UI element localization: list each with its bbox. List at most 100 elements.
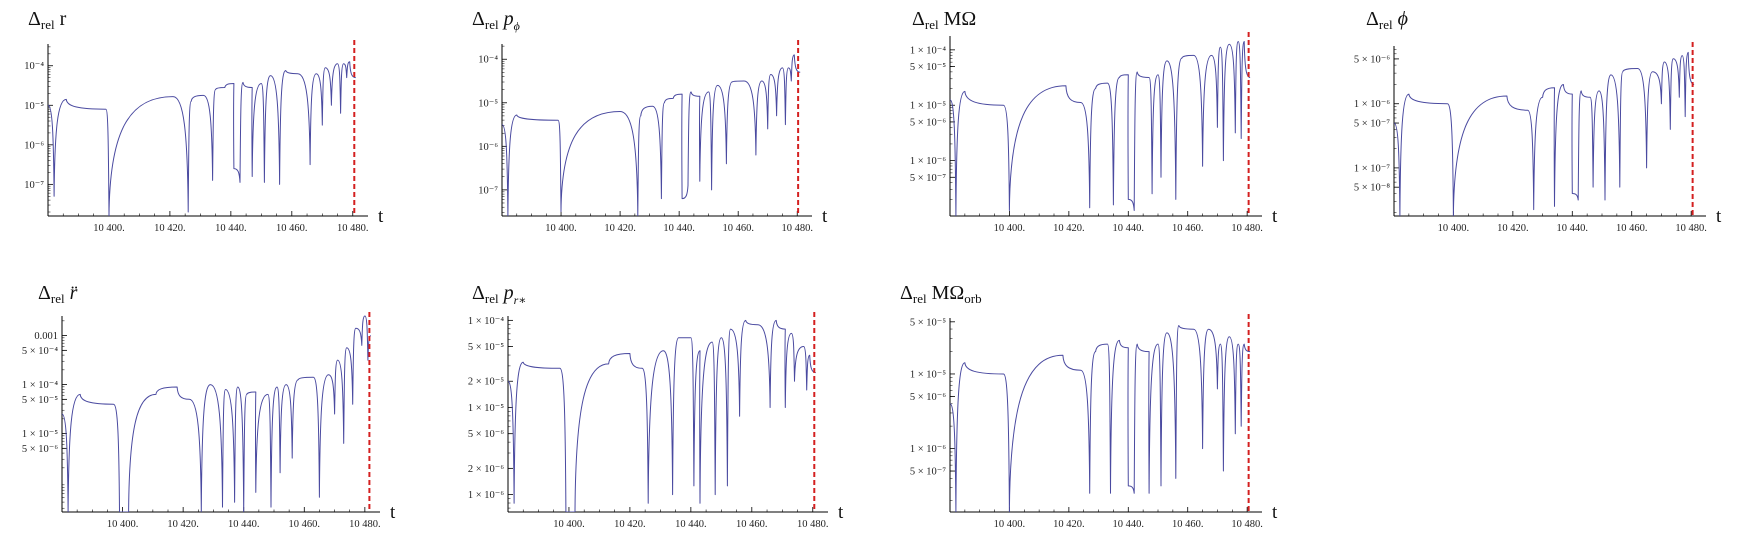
chart-MOmega-orb-xtick-label: 10 480.	[1231, 519, 1263, 530]
chart-MOmega-ytick-label: 5 × 10⁻⁵	[910, 62, 946, 73]
chart-r-title-main: r	[54, 8, 67, 30]
chart-p-rstar-xtick-label: 10 440.	[675, 519, 707, 530]
chart-phi-xtick-label: 10 460.	[1616, 223, 1648, 234]
chart-p-phi-xtick-label: 10 440.	[663, 223, 695, 234]
chart-MOmega-ytick-label: 5 × 10⁻⁷	[910, 173, 946, 184]
chart-phi-ytick-label: 5 × 10⁻⁷	[1354, 119, 1390, 130]
chart-r: 10 400. 10 420. 10 440. 10 460. 10 480. t 10⁻⁴…	[24, 40, 384, 234]
chart-rddot-xtick-label: 10 420.	[167, 519, 199, 530]
chart-p-rstar-x-label: t	[838, 502, 844, 523]
chart-phi-xtick-label: 10 480.	[1675, 223, 1707, 234]
chart-phi-x-label: t	[1716, 206, 1722, 227]
chart-p-phi-xtick-label: 10 400.	[545, 223, 577, 234]
chart-phi-xtick-label: 10 400.	[1438, 223, 1470, 234]
chart-MOmega-ytick-label: 1 × 10⁻⁵	[910, 101, 946, 112]
chart-p-phi-series-line	[502, 54, 801, 216]
chart-MOmega-orb-xtick-label: 10 400.	[994, 519, 1026, 530]
chart-MOmega-orb-title-delta: Δ	[900, 282, 913, 304]
chart-p-phi-title: Δrel pϕ	[472, 8, 520, 34]
chart-MOmega-title-delta: Δ	[912, 8, 925, 30]
chart-r-xtick-label: 10 440.	[215, 223, 247, 234]
chart-p-rstar-ytick-label: 1 × 10⁻⁵	[468, 403, 504, 414]
chart-rddot-ytick-label: 1 × 10⁻⁴	[22, 380, 58, 391]
chart-rddot-title-delta: Δ	[38, 282, 51, 304]
chart-p-rstar-title-main: p	[498, 282, 514, 304]
chart-MOmega-orb-ytick-label: 1 × 10⁻⁶	[910, 444, 946, 455]
chart-p-rstar-ytick-label: 1 × 10⁻⁴	[468, 316, 504, 327]
chart-r-title: Δrel r	[28, 8, 66, 33]
chart-p-phi-ytick-label: 10⁻⁵	[478, 98, 498, 109]
chart-rddot-ytick-label: 1 × 10⁻⁵	[22, 429, 58, 440]
chart-MOmega-xtick-label: 10 420.	[1053, 223, 1085, 234]
chart-rddot-xtick-label: 10 480.	[349, 519, 381, 530]
chart-MOmega-orb-title-sub: rel	[912, 291, 927, 306]
chart-MOmega-series-line	[950, 41, 1251, 216]
chart-phi-ytick-label: 1 × 10⁻⁷	[1354, 163, 1390, 174]
chart-MOmega-title-sub: rel	[924, 17, 939, 32]
chart-p-rstar-title-pmain: r∗	[513, 293, 527, 307]
chart-MOmega-xtick-label: 10 460.	[1172, 223, 1204, 234]
chart-r-title-sub: rel	[40, 17, 55, 32]
chart-p-phi-title-sub: rel	[484, 17, 499, 32]
chart-p-phi-x-label: t	[822, 206, 828, 227]
chart-r-xtick-label: 10 400.	[93, 223, 125, 234]
chart-p-phi-title-main: p	[498, 8, 514, 30]
chart-phi-title-pmain: ϕ	[1397, 8, 1408, 30]
chart-p-rstar-xtick-label: 10 400.	[553, 519, 585, 530]
chart-phi-xtick-label: 10 440.	[1557, 223, 1589, 234]
chart-p-rstar-ytick-label: 1 × 10⁻⁶	[468, 490, 504, 501]
chart-p-rstar-xtick-label: 10 480.	[797, 519, 829, 530]
chart-MOmega-title: Δrel MΩ	[912, 8, 976, 33]
chart-r-ytick-label: 10⁻⁶	[24, 140, 44, 151]
chart-r-x-label: t	[378, 206, 384, 227]
chart-MOmega-orb-title: Δrel MΩorb	[900, 282, 982, 307]
chart-MOmega-orb-x-label: t	[1272, 502, 1278, 523]
chart-p-rstar-title-sub: rel	[484, 291, 499, 306]
chart-phi-title: Δrel ϕ	[1366, 8, 1408, 33]
chart-p-phi: 10 400. 10 420. 10 440. 10 460. 10 480. t 10⁻⁴…	[478, 40, 828, 234]
chart-rddot-ytick-label: 5 × 10⁻⁴	[22, 346, 58, 357]
chart-MOmega-orb-series-line	[950, 325, 1251, 512]
chart-phi: 10 400. 10 420. 10 440. 10 460. 10 480. t 5 × …	[1354, 42, 1722, 234]
chart-p-rstar-title: Δrel pr∗	[472, 282, 526, 308]
chart-p-phi-title-pmain: ϕ	[513, 19, 520, 33]
chart-p-rstar-ytick-label: 2 × 10⁻⁶	[468, 464, 504, 475]
chart-rddot-ytick-label: 5 × 10⁻⁵	[22, 395, 58, 406]
chart-rddot: 10 400. 10 420. 10 440. 10 460. 10 480. t 0.00…	[22, 312, 396, 530]
chart-MOmega-xtick-label: 10 480.	[1231, 223, 1263, 234]
chart-p-rstar-title-delta: Δ	[472, 282, 485, 304]
chart-p-rstar-ytick-label: 5 × 10⁻⁵	[468, 342, 504, 353]
chart-rddot-xtick-label: 10 460.	[289, 519, 321, 530]
chart-MOmega-x-label: t	[1272, 206, 1278, 227]
chart-p-rstar: 10 400. 10 420. 10 440. 10 460. 10 480. t 1 × …	[468, 312, 844, 530]
chart-p-phi-xtick-label: 10 420.	[604, 223, 636, 234]
chart-phi-title-delta: Δ	[1366, 8, 1379, 30]
chart-MOmega-ytick-label: 5 × 10⁻⁶	[910, 117, 946, 128]
chart-rddot-xtick-label: 10 400.	[107, 519, 139, 530]
chart-p-rstar-ytick-label: 2 × 10⁻⁵	[468, 377, 504, 388]
chart-MOmega-orb-title-main: MΩ	[926, 282, 965, 304]
chart-r-series-line	[48, 61, 356, 216]
chart-phi-ytick-label: 1 × 10⁻⁶	[1354, 99, 1390, 110]
chart-r-xtick-label: 10 480.	[337, 223, 369, 234]
chart-p-phi-ytick-label: 10⁻⁴	[478, 55, 498, 66]
chart-MOmega-orb-xtick-label: 10 440.	[1113, 519, 1145, 530]
chart-rddot-title: Δrel r̈	[38, 282, 77, 307]
chart-p-phi-title-delta: Δ	[472, 8, 485, 30]
chart-MOmega-title-main: MΩ	[938, 8, 977, 30]
chart-p-rstar-xtick-label: 10 420.	[614, 519, 646, 530]
chart-p-phi-xtick-label: 10 460.	[722, 223, 754, 234]
chart-MOmega: 10 400. 10 420. 10 440. 10 460. 10 480. t 1 × …	[910, 32, 1278, 234]
chart-r-title-delta: Δ	[28, 8, 41, 30]
chart-p-rstar-xtick-label: 10 460.	[736, 519, 768, 530]
chart-MOmega-orb: 10 400. 10 420. 10 440. 10 460. 10 480. t 5 × …	[910, 314, 1278, 530]
chart-MOmega-orb-ytick-label: 5 × 10⁻⁶	[910, 392, 946, 403]
chart-rddot-ytick-label: 0.001	[34, 331, 58, 342]
chart-phi-series-line	[1394, 51, 1695, 216]
chart-MOmega-ytick-label: 1 × 10⁻⁶	[910, 156, 946, 167]
chart-p-phi-xtick-label: 10 480.	[781, 223, 813, 234]
chart-p-phi-ytick-label: 10⁻⁷	[478, 185, 498, 196]
chart-MOmega-ytick-label: 1 × 10⁻⁴	[910, 45, 946, 56]
chart-MOmega-orb-ytick-label: 1 × 10⁻⁵	[910, 369, 946, 380]
chart-rddot-xtick-label: 10 440.	[228, 519, 260, 530]
